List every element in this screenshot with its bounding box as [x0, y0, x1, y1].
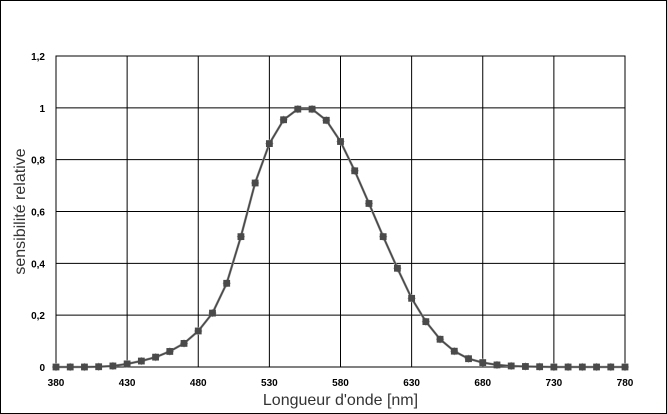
x-tick-label: 780	[617, 378, 634, 389]
data-point	[593, 363, 600, 371]
data-point	[123, 360, 131, 368]
x-tick-label: 730	[546, 378, 563, 389]
x-tick-label: 630	[403, 378, 420, 389]
y-tick-label: 0	[39, 363, 45, 374]
data-point	[522, 363, 529, 370]
data-point	[436, 335, 444, 343]
data-point	[109, 362, 117, 370]
data-point	[52, 363, 60, 371]
x-tick-label: 430	[119, 378, 136, 389]
x-tick-label: 580	[332, 378, 349, 389]
y-tick-label: 0,2	[31, 311, 45, 322]
y-tick-label: 0,4	[31, 259, 45, 270]
data-point	[379, 233, 387, 241]
data-point	[337, 138, 344, 145]
data-point	[536, 363, 544, 371]
y-tick-label: 0,6	[31, 208, 45, 219]
data-point	[280, 116, 287, 124]
data-point	[465, 355, 472, 363]
y-tick-label: 1	[39, 104, 45, 115]
data-point	[351, 167, 359, 175]
data-point	[66, 363, 74, 371]
data-point	[237, 233, 245, 241]
tick-labels: 380 430 480 530 580 630 680 730 780 0 0,2 0,4 0,6 0,8…	[31, 52, 634, 389]
data-point	[152, 353, 159, 361]
x-tick-label: 480	[190, 378, 207, 389]
x-axis-title: Longueur d'onde [nm]	[263, 392, 418, 409]
data-point	[251, 179, 259, 187]
data-point	[621, 363, 629, 371]
data-point	[607, 363, 615, 371]
data-point	[294, 105, 302, 113]
data-point	[408, 294, 416, 302]
x-tick-label: 530	[261, 378, 278, 389]
data-point	[223, 279, 231, 287]
data-point	[365, 200, 373, 207]
data-point	[322, 116, 330, 124]
data-point	[194, 327, 202, 335]
y-tick-label: 1,2	[31, 52, 45, 63]
x-tick-label: 380	[48, 378, 65, 389]
data-point	[550, 363, 558, 371]
grid	[55, 55, 626, 368]
plot-border	[55, 55, 626, 368]
data-point	[507, 362, 515, 370]
data-point	[394, 264, 401, 272]
data-point	[564, 363, 572, 371]
data-point	[479, 359, 487, 366]
data-point	[493, 361, 501, 369]
data-point	[450, 347, 458, 355]
data-point	[137, 357, 145, 365]
data-point	[422, 318, 430, 326]
data-point	[166, 348, 174, 355]
data-point	[578, 363, 586, 371]
data-point	[95, 363, 103, 371]
y-axis-title: sensibilité relative	[12, 148, 29, 274]
series-layer	[51, 104, 630, 372]
data-point	[308, 105, 316, 113]
data-point	[180, 340, 188, 347]
y-tick-label: 0,8	[31, 156, 45, 167]
x-tick-label: 680	[474, 378, 491, 389]
data-point	[81, 363, 88, 371]
data-point	[209, 309, 216, 317]
data-point	[265, 140, 273, 147]
